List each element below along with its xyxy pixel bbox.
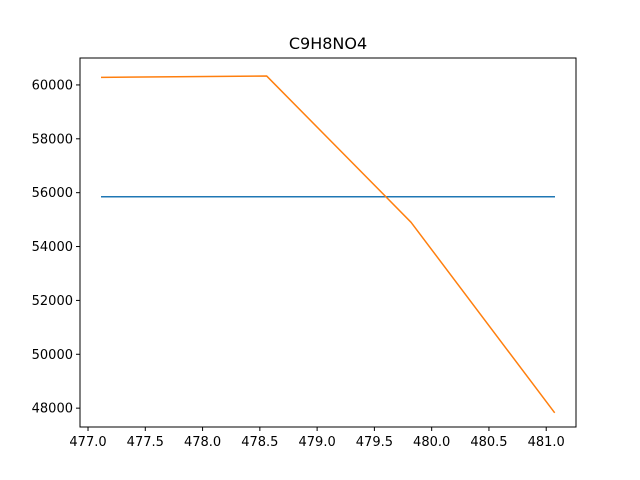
x-tick-label: 478.5 — [241, 435, 278, 450]
y-tick-label: 52000 — [32, 294, 73, 309]
x-tick-label: 478.0 — [184, 435, 221, 450]
x-tick-label: 480.5 — [470, 435, 507, 450]
chart-title: C9H8NO4 — [289, 34, 367, 53]
x-tick-label: 479.0 — [299, 435, 336, 450]
series-layer — [101, 75, 556, 414]
series-line-2 — [101, 75, 556, 414]
y-tick-label: 50000 — [32, 348, 73, 363]
x-tick-label: 481.0 — [528, 435, 565, 450]
x-axis: 477.0 477.5 478.0 478.5 479.0 479.5 480.0 480.5… — [69, 427, 565, 450]
y-tick-label: 60000 — [32, 78, 73, 93]
y-tick-label: 58000 — [32, 132, 73, 147]
x-tick-label: 479.5 — [356, 435, 393, 450]
x-tick-label: 477.0 — [69, 435, 106, 450]
y-tick-label: 56000 — [32, 186, 73, 201]
x-tick-label: 480.0 — [413, 435, 450, 450]
y-tick-label: 48000 — [32, 402, 73, 417]
y-tick-label: 54000 — [32, 240, 73, 255]
y-axis: 48000 50000 52000 54000 56000 58000 60000 — [32, 78, 80, 417]
plot-frame — [79, 57, 577, 428]
x-tick-label: 477.5 — [127, 435, 164, 450]
